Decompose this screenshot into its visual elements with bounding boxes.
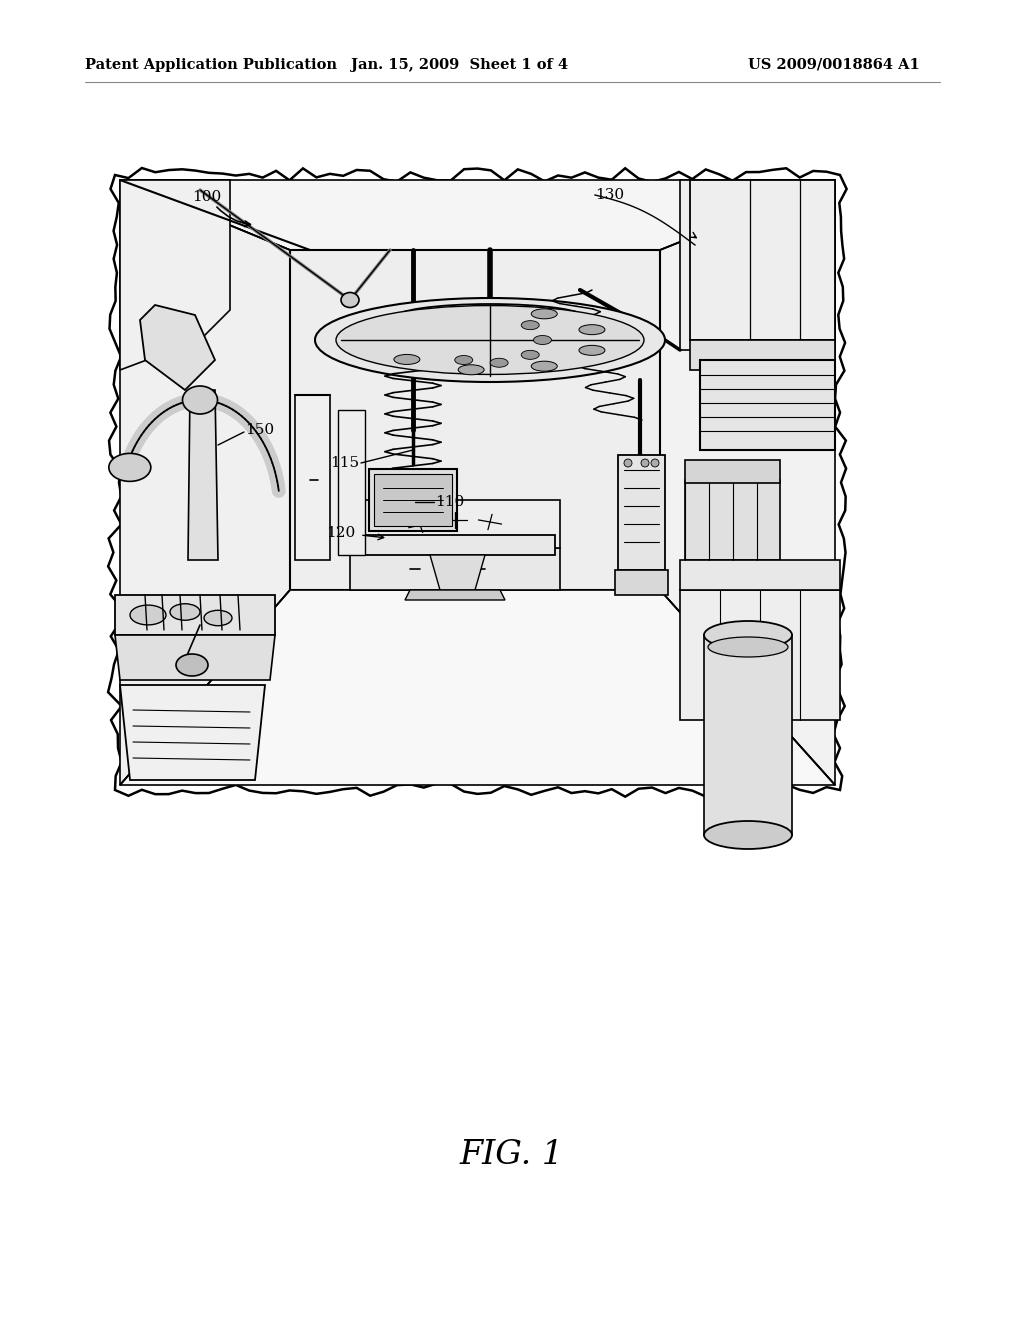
Polygon shape (690, 180, 835, 341)
Polygon shape (430, 554, 485, 590)
Polygon shape (120, 590, 835, 785)
Polygon shape (685, 459, 780, 483)
Ellipse shape (641, 459, 649, 467)
Ellipse shape (521, 321, 540, 330)
Text: Patent Application Publication: Patent Application Publication (85, 58, 337, 73)
Ellipse shape (651, 459, 659, 467)
Polygon shape (350, 548, 560, 590)
Ellipse shape (521, 350, 540, 359)
Ellipse shape (705, 620, 792, 649)
Text: 130: 130 (595, 187, 624, 202)
Text: 115: 115 (330, 455, 359, 470)
Text: 150: 150 (245, 422, 274, 437)
Polygon shape (350, 500, 560, 548)
Polygon shape (700, 360, 835, 450)
Polygon shape (618, 455, 665, 570)
Ellipse shape (579, 325, 605, 335)
Text: Jan. 15, 2009  Sheet 1 of 4: Jan. 15, 2009 Sheet 1 of 4 (351, 58, 568, 73)
Text: 100: 100 (193, 190, 221, 205)
Ellipse shape (394, 355, 420, 364)
Polygon shape (690, 341, 835, 370)
Polygon shape (374, 474, 452, 525)
Polygon shape (705, 635, 792, 836)
Text: US 2009/0018864 A1: US 2009/0018864 A1 (749, 58, 920, 73)
Polygon shape (115, 635, 275, 680)
Polygon shape (660, 180, 835, 785)
Polygon shape (120, 180, 230, 370)
Ellipse shape (182, 385, 217, 414)
Ellipse shape (130, 605, 166, 624)
Ellipse shape (394, 304, 587, 333)
Polygon shape (120, 180, 290, 785)
Ellipse shape (624, 459, 632, 467)
Ellipse shape (579, 346, 605, 355)
Polygon shape (120, 180, 835, 249)
Polygon shape (680, 180, 835, 350)
Polygon shape (369, 469, 457, 531)
Polygon shape (406, 590, 505, 601)
Ellipse shape (705, 821, 792, 849)
Ellipse shape (531, 362, 557, 371)
Ellipse shape (490, 358, 508, 367)
Ellipse shape (531, 309, 557, 319)
Ellipse shape (708, 638, 788, 657)
Ellipse shape (458, 364, 484, 375)
Polygon shape (680, 560, 840, 590)
Text: 110: 110 (435, 495, 464, 510)
Polygon shape (338, 411, 365, 554)
Text: FIG. 1: FIG. 1 (460, 1139, 564, 1171)
Polygon shape (120, 685, 265, 780)
Ellipse shape (176, 653, 208, 676)
Polygon shape (115, 595, 275, 635)
Polygon shape (140, 305, 215, 389)
Ellipse shape (170, 603, 200, 620)
Polygon shape (685, 480, 780, 560)
Text: 120: 120 (326, 525, 355, 540)
Ellipse shape (336, 305, 644, 375)
Polygon shape (680, 590, 840, 719)
Ellipse shape (534, 335, 552, 345)
Polygon shape (188, 389, 218, 560)
Ellipse shape (204, 610, 232, 626)
Polygon shape (290, 249, 660, 590)
Ellipse shape (315, 298, 665, 381)
Polygon shape (615, 570, 668, 595)
Ellipse shape (341, 293, 359, 308)
Ellipse shape (109, 453, 151, 482)
Polygon shape (295, 395, 330, 560)
Polygon shape (360, 535, 555, 554)
Ellipse shape (455, 355, 473, 364)
Polygon shape (109, 168, 847, 797)
